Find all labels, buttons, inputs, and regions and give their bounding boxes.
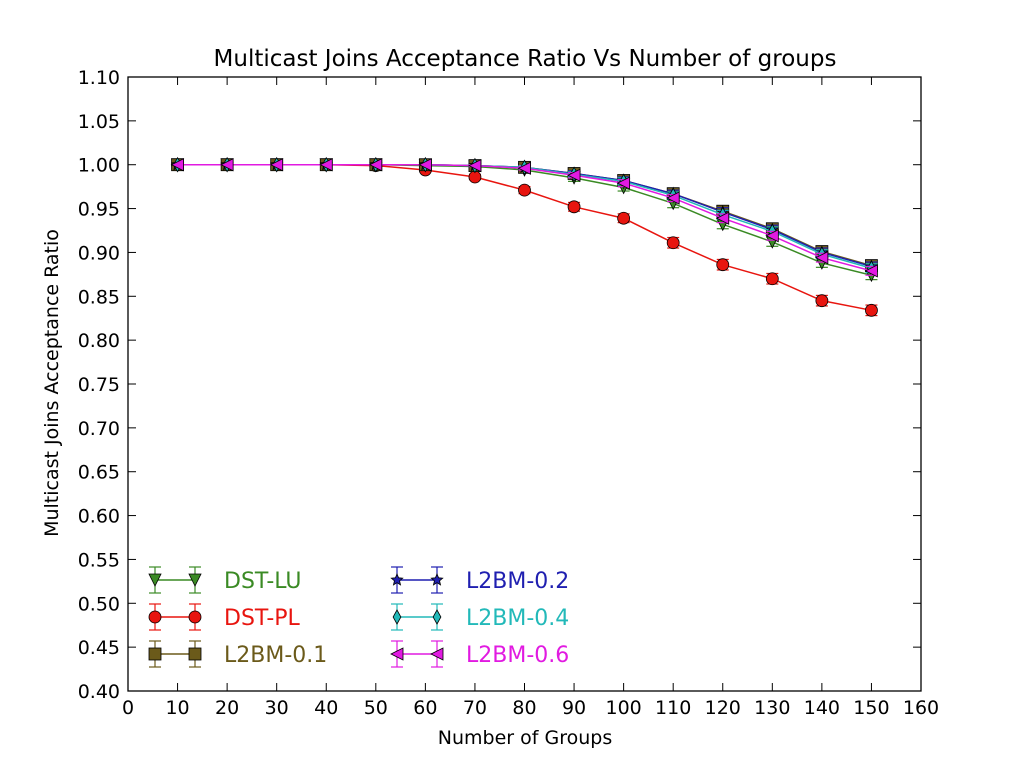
y-tick-label: 0.70 [78, 418, 120, 440]
x-tick-label: 80 [512, 697, 536, 719]
legend-marker [188, 610, 202, 624]
legend-label: L2BM-0.2 [466, 569, 569, 594]
y-tick-label: 0.95 [78, 199, 120, 221]
y-axis-label: Multicast Joins Acceptance Ratio [41, 229, 63, 537]
x-axis-label: Number of Groups [438, 727, 612, 749]
series-line [177, 163, 872, 267]
x-tick-label: 10 [165, 697, 189, 719]
data-point [518, 183, 531, 197]
series-l2bm-0-6 [170, 158, 878, 278]
legend-marker [392, 609, 402, 625]
data-point [765, 272, 779, 286]
y-tick-label: 0.40 [78, 681, 120, 703]
data-point [567, 168, 581, 182]
legend-item-dst-pl: DST-PL [148, 603, 301, 631]
legend-label: L2BM-0.1 [224, 643, 327, 668]
y-tick-label: 0.50 [78, 593, 120, 615]
x-tick-label: 40 [314, 697, 338, 719]
data-point [616, 176, 631, 190]
y-tick-label: 0.90 [78, 242, 120, 264]
legend-marker [432, 609, 442, 625]
data-point [418, 158, 432, 172]
y-tick-label: 0.75 [78, 374, 120, 396]
plot-area: 0 10 20 30 40 50 60 70 80 90 100 110 120 130 140 150 160… [78, 67, 939, 719]
series-dst-lu [170, 158, 879, 283]
data-point [567, 200, 581, 214]
legend-marker [430, 647, 444, 661]
legend-item-dst-lu: DST-LU [148, 566, 302, 594]
legend-item-l2bm-0-6: L2BM-0.6 [390, 640, 569, 668]
data-point [319, 158, 333, 172]
x-tick-label: 60 [413, 697, 437, 719]
y-tick-label: 0.65 [78, 462, 120, 484]
legend-label: DST-LU [224, 569, 302, 594]
legend-marker [430, 572, 444, 586]
legend-marker [188, 573, 202, 587]
series-line [177, 163, 872, 276]
data-point [716, 258, 730, 272]
data-point [765, 229, 779, 243]
x-tick-label: 50 [364, 697, 388, 719]
legend-label: DST-PL [224, 606, 301, 631]
series-line [177, 163, 872, 269]
y-tick-label: 0.45 [78, 637, 120, 659]
x-tick-label: 120 [705, 697, 741, 719]
series-line [177, 163, 872, 268]
x-tick-label: 90 [562, 697, 586, 719]
data-point [517, 161, 531, 175]
x-tick-label: 160 [903, 697, 939, 719]
data-point [269, 158, 284, 172]
legend-marker [390, 647, 404, 661]
data-point [666, 191, 680, 205]
x-tick-label: 100 [605, 697, 641, 719]
chart-title: Multicast Joins Acceptance Ratio Vs Numb… [214, 46, 837, 72]
data-point [468, 158, 482, 173]
data-point [814, 251, 829, 265]
data-point [666, 236, 680, 250]
x-tick-label: 110 [655, 697, 691, 719]
legend-item-l2bm-0-1: L2BM-0.1 [148, 640, 327, 668]
y-tick-label: 0.80 [78, 330, 120, 352]
legend: DST-LU DST-PL L2BM-0.1 L2BM-0.2 L2BM-0.4 L2BM… [148, 566, 569, 668]
plot-frame [127, 76, 922, 692]
legend-marker [148, 647, 162, 661]
y-tick-label: 1.00 [78, 155, 120, 177]
x-tick-label: 130 [754, 697, 790, 719]
x-tick-label: 140 [804, 697, 840, 719]
x-tick-label: 0 [122, 697, 134, 719]
x-tick-label: 70 [463, 697, 487, 719]
data-point [220, 158, 234, 172]
legend-marker [188, 647, 202, 661]
y-tick-label: 1.05 [78, 111, 120, 133]
y-tick-label: 1.10 [78, 67, 120, 89]
x-tick-label: 30 [265, 697, 289, 719]
data-point [865, 303, 878, 317]
legend-label: L2BM-0.4 [466, 606, 569, 631]
series-l2bm-0-4 [173, 156, 878, 277]
data-point [617, 211, 631, 225]
legend-label: L2BM-0.6 [466, 643, 569, 668]
x-tick-label: 150 [853, 697, 889, 719]
y-tick-label: 0.55 [78, 549, 120, 571]
y-tick-label: 0.60 [78, 506, 120, 528]
y-tick-label: 0.85 [78, 286, 120, 308]
legend-marker [148, 610, 162, 624]
data-point [715, 211, 730, 225]
series-line [177, 163, 872, 272]
data-point [815, 294, 829, 308]
legend-marker [390, 572, 404, 586]
legend-item-l2bm-0-2: L2BM-0.2 [390, 566, 569, 594]
x-tick-label: 20 [215, 697, 239, 719]
data-point [864, 264, 878, 278]
data-point [170, 158, 184, 172]
legend-item-l2bm-0-4: L2BM-0.4 [391, 603, 569, 631]
data-point [368, 158, 383, 172]
legend-marker [148, 573, 162, 587]
